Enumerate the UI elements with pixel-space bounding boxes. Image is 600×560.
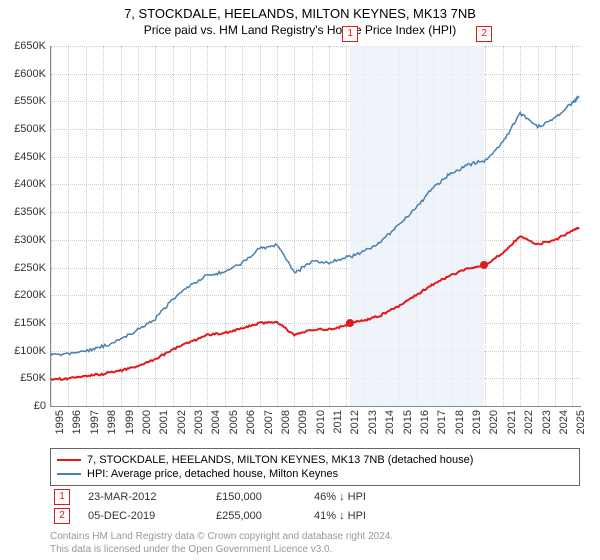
- xtick-label: 2016: [419, 410, 431, 434]
- xtick-label: 1999: [124, 410, 136, 434]
- xtick-label: 2010: [315, 410, 327, 434]
- xtick-label: 2015: [402, 410, 414, 434]
- xtick-label: 2002: [176, 410, 188, 434]
- xtick-label: 2018: [454, 410, 466, 434]
- legend-label-hpi: HPI: Average price, detached house, Milt…: [87, 468, 338, 480]
- sale-pct: 41% ↓ HPI: [314, 510, 414, 522]
- chart-plot-area: 12: [50, 46, 581, 407]
- sale-marker-box: 2: [476, 26, 492, 42]
- xtick-label: 1996: [71, 410, 83, 434]
- xtick-label: 1997: [89, 410, 101, 434]
- xtick-label: 2012: [349, 410, 361, 434]
- legend-box: 7, STOCKDALE, HEELANDS, MILTON KEYNES, M…: [50, 448, 580, 486]
- ytick-label: £0: [4, 400, 46, 412]
- sale-date: 23-MAR-2012: [88, 491, 198, 503]
- sale-price: £255,000: [216, 510, 296, 522]
- ytick-label: £100K: [4, 345, 46, 357]
- xtick-label: 2023: [541, 410, 553, 434]
- chart-subtitle: Price paid vs. HM Land Registry's House …: [0, 21, 600, 37]
- xtick-label: 2020: [488, 410, 500, 434]
- xtick-label: 2025: [575, 410, 587, 434]
- ytick-label: £300K: [4, 234, 46, 246]
- xtick-label: 2005: [228, 410, 240, 434]
- chart-lines: [51, 46, 581, 406]
- xtick-label: 2007: [263, 410, 275, 434]
- xtick-label: 2006: [245, 410, 257, 434]
- chart-title: 7, STOCKDALE, HEELANDS, MILTON KEYNES, M…: [0, 0, 600, 21]
- xtick-label: 2008: [280, 410, 292, 434]
- footer-line1: Contains HM Land Registry data © Crown c…: [50, 530, 393, 543]
- sale-marker-dot: [346, 319, 354, 327]
- xtick-label: 1995: [54, 410, 66, 434]
- ytick-label: £400K: [4, 178, 46, 190]
- legend-label-property: 7, STOCKDALE, HEELANDS, MILTON KEYNES, M…: [87, 454, 473, 466]
- ytick-label: £550K: [4, 95, 46, 107]
- ytick-label: £650K: [4, 40, 46, 52]
- sale-num: 2: [54, 508, 70, 524]
- legend: 7, STOCKDALE, HEELANDS, MILTON KEYNES, M…: [50, 448, 580, 524]
- sale-row: 1 23-MAR-2012 £150,000 46% ↓ HPI: [50, 486, 580, 505]
- ytick-label: £500K: [4, 123, 46, 135]
- xtick-label: 2009: [297, 410, 309, 434]
- footer: Contains HM Land Registry data © Crown c…: [50, 530, 393, 556]
- ytick-label: £150K: [4, 317, 46, 329]
- xtick-label: 2003: [193, 410, 205, 434]
- sale-date: 05-DEC-2019: [88, 510, 198, 522]
- sale-pct: 46% ↓ HPI: [314, 491, 414, 503]
- legend-swatch-property: [57, 459, 81, 461]
- legend-row-hpi: HPI: Average price, detached house, Milt…: [57, 467, 573, 481]
- xtick-label: 2013: [367, 410, 379, 434]
- xtick-label: 2022: [523, 410, 535, 434]
- ytick-label: £450K: [4, 151, 46, 163]
- ytick-label: £350K: [4, 206, 46, 218]
- footer-line2: This data is licensed under the Open Gov…: [50, 543, 393, 556]
- xtick-label: 2014: [384, 410, 396, 434]
- sale-marker-dot: [480, 261, 488, 269]
- ytick-label: £250K: [4, 262, 46, 274]
- legend-swatch-hpi: [57, 473, 81, 475]
- ytick-label: £600K: [4, 68, 46, 80]
- xtick-label: 2024: [558, 410, 570, 434]
- series-property: [51, 228, 579, 380]
- xtick-label: 2001: [158, 410, 170, 434]
- sale-price: £150,000: [216, 491, 296, 503]
- xtick-label: 2021: [506, 410, 518, 434]
- xtick-label: 2004: [210, 410, 222, 434]
- xtick-label: 2017: [436, 410, 448, 434]
- ytick-label: £50K: [4, 372, 46, 384]
- series-hpi: [51, 97, 579, 356]
- xtick-label: 1998: [106, 410, 118, 434]
- sale-num: 1: [54, 489, 70, 505]
- xtick-label: 2011: [332, 410, 344, 434]
- xtick-label: 2000: [141, 410, 153, 434]
- sale-row: 2 05-DEC-2019 £255,000 41% ↓ HPI: [50, 505, 580, 524]
- ytick-label: £200K: [4, 289, 46, 301]
- legend-row-property: 7, STOCKDALE, HEELANDS, MILTON KEYNES, M…: [57, 453, 573, 467]
- xtick-label: 2019: [471, 410, 483, 434]
- sale-marker-box: 1: [342, 26, 358, 42]
